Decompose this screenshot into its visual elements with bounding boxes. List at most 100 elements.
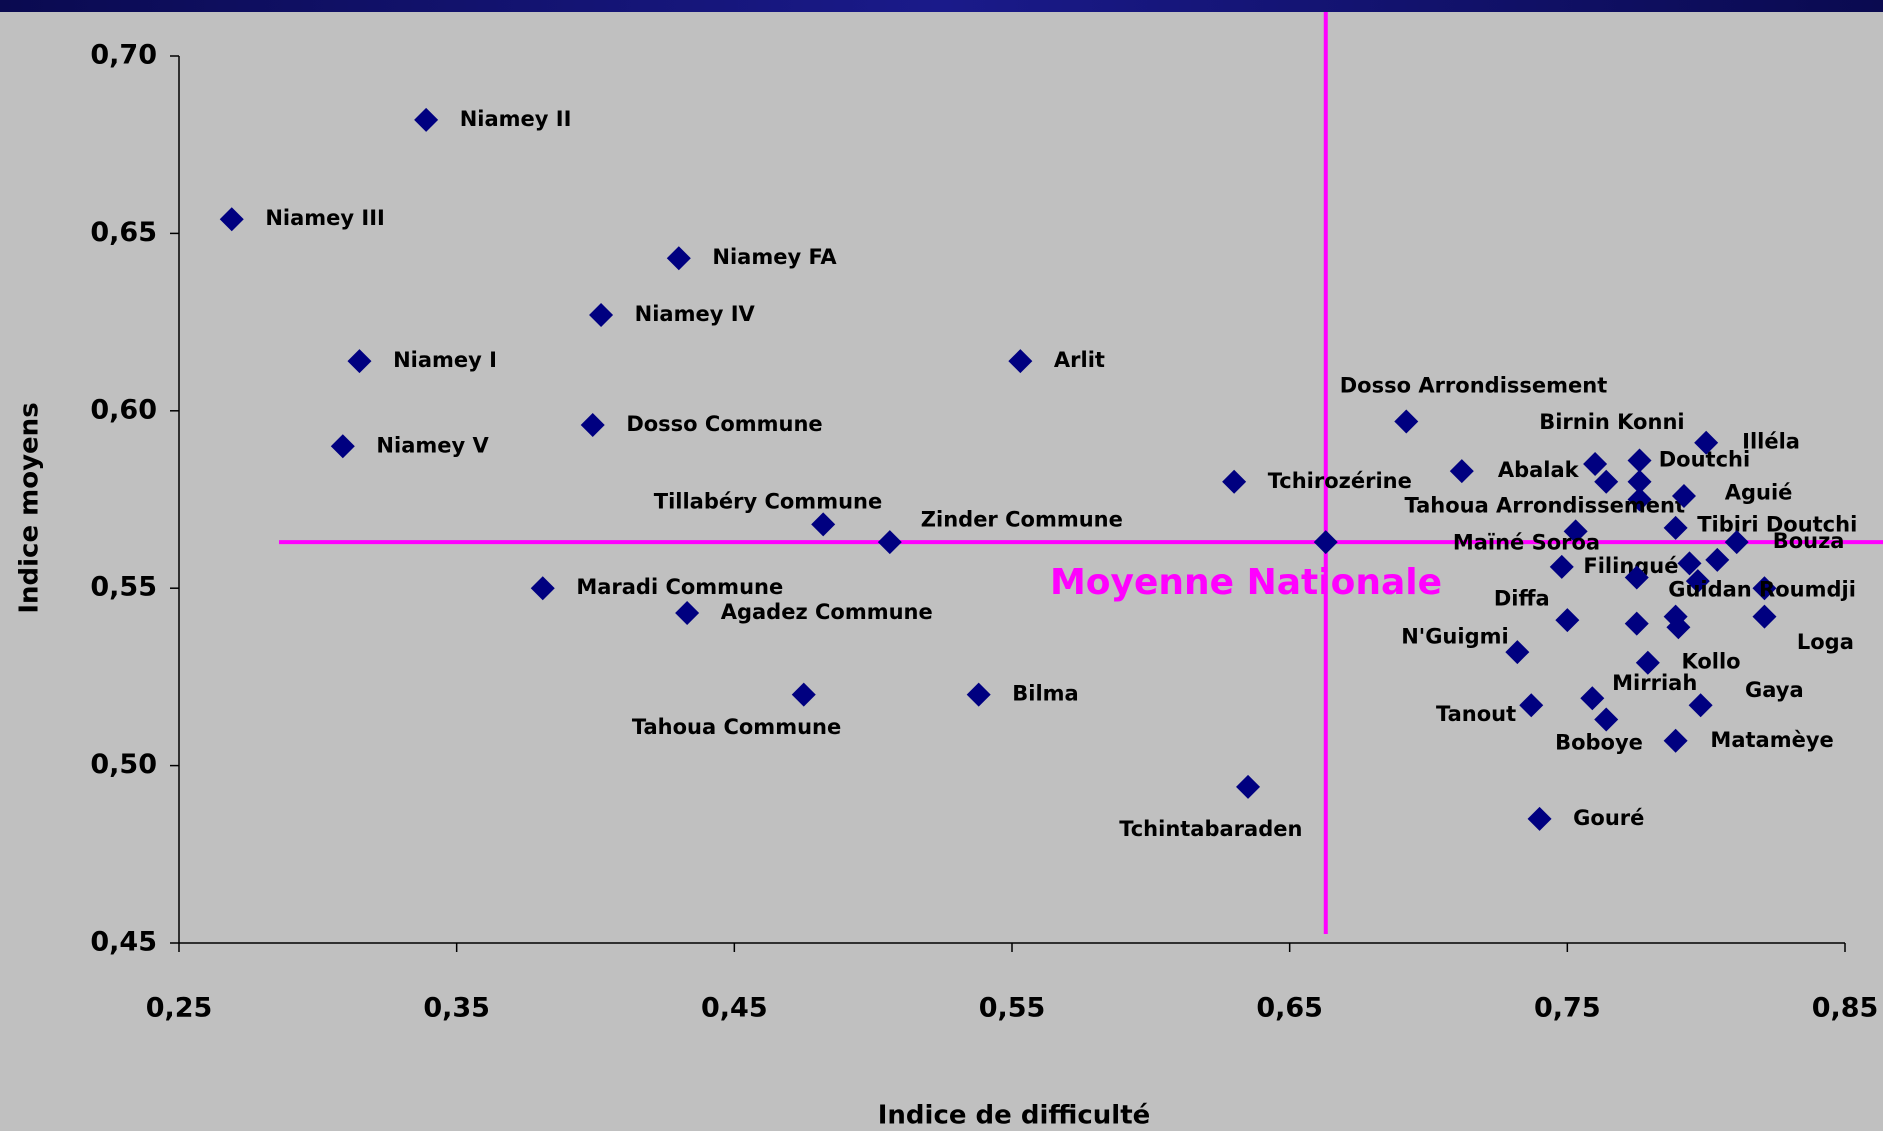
point-label: Abalak [1498,458,1580,482]
point [1688,693,1713,718]
point-label: Diffa [1494,587,1550,611]
point [1583,452,1608,477]
point-label: Illéla [1742,430,1800,454]
point-label: Aguié [1725,481,1793,505]
point-label: Arlit [1054,348,1105,372]
point [1594,707,1619,732]
point-label: Niamey V [376,433,489,457]
point [966,682,991,707]
point [1222,469,1247,494]
top-bar [0,0,1883,12]
point-label: N'Guigmi [1401,625,1509,649]
point-label: Boboye [1555,730,1643,754]
point [1394,409,1419,434]
point-label: Gaya [1745,678,1804,702]
point [1671,483,1696,508]
x-tick-label: 0,55 [979,993,1046,1024]
point [811,512,836,537]
point-label: Dosso Arrondissement [1340,374,1608,398]
y-axis-title: Indice moyens [15,402,45,613]
point [1580,686,1605,711]
point [347,349,372,374]
point [877,530,902,555]
y-tick-label: 0,70 [90,40,157,71]
point-label: Dosso Commune [626,412,822,436]
point [414,107,439,132]
point-label: Bouza [1773,529,1845,553]
point-label: Agadez Commune [721,600,933,624]
point-label: Birnin Konni [1539,410,1684,434]
point [1705,547,1730,572]
point-label: Tahoua Commune [632,715,841,739]
point-label: Niamey II [460,107,572,131]
point [1505,640,1530,665]
point [530,576,555,601]
point [1527,806,1552,831]
point [1663,515,1688,540]
x-tick-label: 0,75 [1534,993,1601,1024]
point-label: Tillabéry Commune [654,490,882,514]
point-label: Matamèye [1710,728,1833,752]
point [1685,569,1710,594]
point-label: Tanout [1436,702,1516,726]
point-label: Niamey IV [635,302,756,326]
point-label: Niamey FA [712,245,837,269]
x-axis-title: Indice de difficulté [878,1101,1151,1131]
point [1563,519,1588,544]
point-label: Kollo [1681,650,1740,674]
point-label: Tahoua Arrondissement [1404,494,1685,518]
point [219,207,244,232]
annotation: Moyenne Nationale [1050,562,1442,603]
point [1449,459,1474,484]
point-label: Tibiri Doutchi [1697,512,1857,536]
point-label: Gouré [1573,806,1644,830]
y-tick-label: 0,65 [90,217,157,248]
point [1627,448,1652,473]
point [1555,608,1580,633]
point [1724,530,1749,555]
point [1694,430,1719,455]
point [589,303,614,328]
x-tick-label: 0,35 [423,993,490,1024]
point [1313,530,1338,555]
point [580,412,605,437]
point [1627,487,1652,512]
point-label: Guidan Roumdji [1668,578,1856,602]
point [1594,469,1619,494]
point [666,246,691,271]
point-label: Tchintabaraden [1119,817,1302,841]
point [1624,611,1649,636]
point [1752,604,1777,629]
point-label: Loga [1797,630,1854,654]
point-label: Mirriah [1612,671,1697,695]
point-label: Maïné Soroa [1453,530,1600,554]
point [1236,774,1261,799]
point [1677,551,1702,576]
point [1663,728,1688,753]
point-label: Maradi Commune [576,575,783,599]
point [1624,565,1649,590]
point [791,682,816,707]
point [1519,693,1544,718]
point [1549,554,1574,579]
point [1008,349,1033,374]
point [1666,615,1691,640]
point-label: Bilma [1012,682,1078,706]
point [330,434,355,459]
point-label: Niamey III [265,206,385,230]
x-tick-label: 0,45 [701,993,768,1024]
x-tick-label: 0,25 [146,993,213,1024]
point [675,601,700,626]
x-tick-label: 0,85 [1812,993,1879,1024]
point-label: Tchirozérine [1268,469,1412,493]
y-tick-label: 0,55 [90,572,157,603]
y-tick-label: 0,45 [90,927,157,958]
point [1627,469,1652,494]
point [1635,650,1660,675]
point-label: Niamey I [393,348,497,372]
y-tick-label: 0,50 [90,749,157,780]
point [1752,576,1777,601]
x-tick-label: 0,65 [1256,993,1323,1024]
